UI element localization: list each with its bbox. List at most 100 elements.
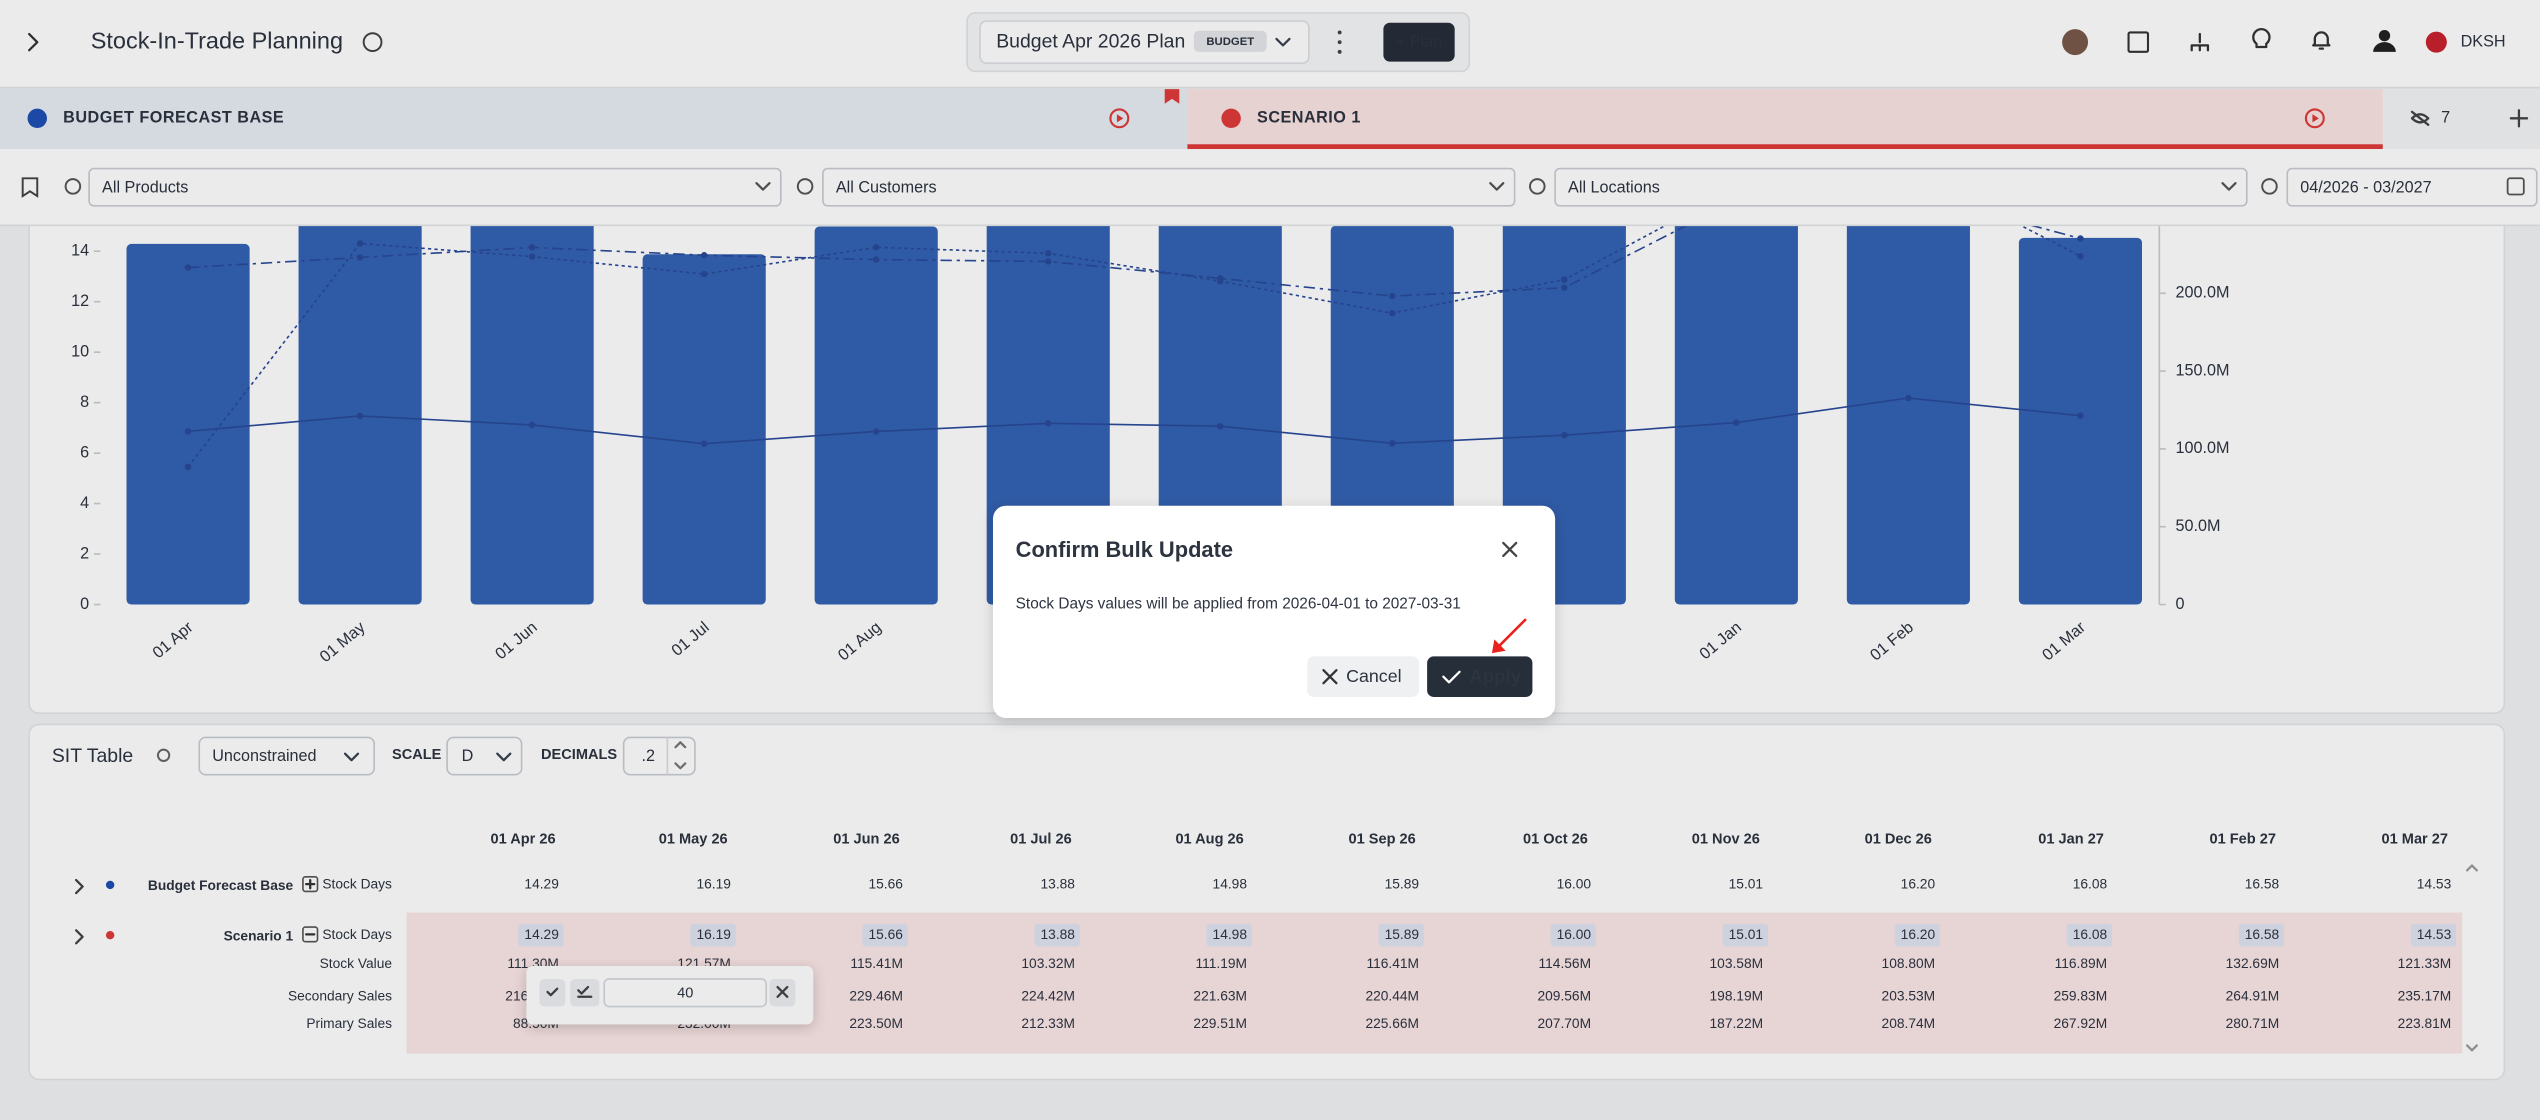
cell: 116.89M [2055,956,2108,971]
cell: 14.53 [2417,927,2452,942]
line-point [872,428,880,435]
tab-dot [1221,108,1241,129]
line-series [187,397,2081,445]
line-point [1561,276,1568,283]
line-point [356,254,364,261]
cell: 16.58 [2245,877,2280,892]
filter-select[interactable] [2286,167,2538,207]
chevron [1275,37,1291,47]
y2-tick-label: 200.0M [2176,284,2230,302]
y2-tick-label: 100.0M [2176,439,2230,457]
editable-cell [2238,923,2285,947]
run-icon[interactable] [1109,108,1130,129]
plan-badge-text: BUDGET [1206,36,1254,48]
cell: 220.44M [1365,988,1419,1003]
editable-cell [2066,923,2113,947]
cell: 225.66M [1365,1016,1419,1031]
avatar[interactable] [2062,29,2089,56]
line-point [1561,284,1568,291]
filter-select[interactable] [822,167,1516,207]
plan-badge [1193,30,1267,52]
column-header: 01 Apr 26 [491,831,556,847]
line-point [184,428,192,435]
cell: 114.56M [1539,956,1592,971]
line-point [356,412,364,420]
y-tick-label: 6 [80,443,89,461]
apply-check [1442,670,1461,684]
cell: 103.32M [1021,956,1075,971]
tab-active-border [1187,144,2383,150]
line-point [872,244,880,251]
cell: 13.88 [1041,927,1076,942]
cell: 15.89 [1385,927,1419,942]
cell: 15.66 [868,877,903,892]
bar [642,254,766,605]
tab-scenario[interactable] [1187,89,2383,150]
spin-down [674,762,687,770]
cancel-button[interactable] [1307,656,1420,697]
filter-icon [796,178,814,195]
bar [814,226,938,605]
run-icon[interactable] [2304,108,2325,129]
line-point [184,264,192,271]
cell: 16.58 [2245,927,2280,942]
bar [1674,225,1798,605]
y-tick-label: 14 [71,242,89,260]
run-triangle [1116,114,1124,123]
settings-icon[interactable] [156,748,171,762]
plan-name: Budget Apr 2026 Plan [996,30,1185,52]
toggle-sign [305,878,316,890]
pointer-arrow-head [1491,639,1506,654]
column-header: 01 Jul 26 [1010,831,1072,847]
cell: 208.74M [1882,1016,1936,1031]
y2-tick-label: 150.0M [2176,361,2230,379]
chevron [496,752,512,762]
cell: 16.19 [696,877,730,892]
mode-select[interactable] [198,736,376,776]
map-icon[interactable] [2127,31,2150,53]
editor-input[interactable] [603,978,768,1008]
filter-value: All Locations [1568,178,1660,196]
column-header: 01 Aug 26 [1175,831,1243,847]
cancel-x [1322,669,1338,685]
chart: 0 2 4 6 8 10 12 14 0 50.0M 100.0M 150.0M 200.0M [71,225,2230,613]
row-measure: Primary Sales [306,1016,392,1031]
line-point [1044,258,1052,265]
save-view-icon [21,177,39,198]
scale-select[interactable] [446,736,523,776]
org-logo [2425,31,2447,53]
filter-select[interactable] [1554,167,2248,207]
row-group: Scenario 1 [224,928,294,943]
cell: 13.88 [1041,877,1076,892]
column-header: 01 Sep 26 [1349,831,1416,847]
column-header: 01 May 26 [659,831,728,847]
apply-button[interactable] [1427,656,1533,697]
expand-chevron [75,929,84,945]
row-measure: Stock Days [322,927,392,942]
editor-confirm-all[interactable] [570,978,600,1007]
y-tick-label: 8 [80,393,89,411]
add-plan-button[interactable] [1383,22,1455,62]
tab-base[interactable] [0,89,1188,150]
line-point [872,256,880,263]
cell: 16.19 [696,927,730,942]
cell: 187.22M [1710,1016,1764,1031]
user-head[interactable] [2378,29,2391,42]
cell: 280.71M [2226,1016,2280,1031]
cell: 207.70M [1538,1016,1592,1031]
filter-select[interactable] [88,167,782,207]
bar [470,225,594,605]
row-measure: Stock Days [322,877,392,892]
line-point [1389,292,1396,300]
cell: 108.80M [1882,956,1936,971]
line-point [2077,252,2084,260]
chevron [755,182,771,191]
row-measure: Stock Value [320,956,393,971]
column-header: 01 Jun 26 [833,831,899,847]
page-title: Stock-In-Trade Planning [91,27,343,53]
cell: 14.29 [524,877,558,892]
help-icon[interactable] [362,32,383,53]
line-point [700,270,708,278]
cell: 16.00 [1557,927,1592,942]
